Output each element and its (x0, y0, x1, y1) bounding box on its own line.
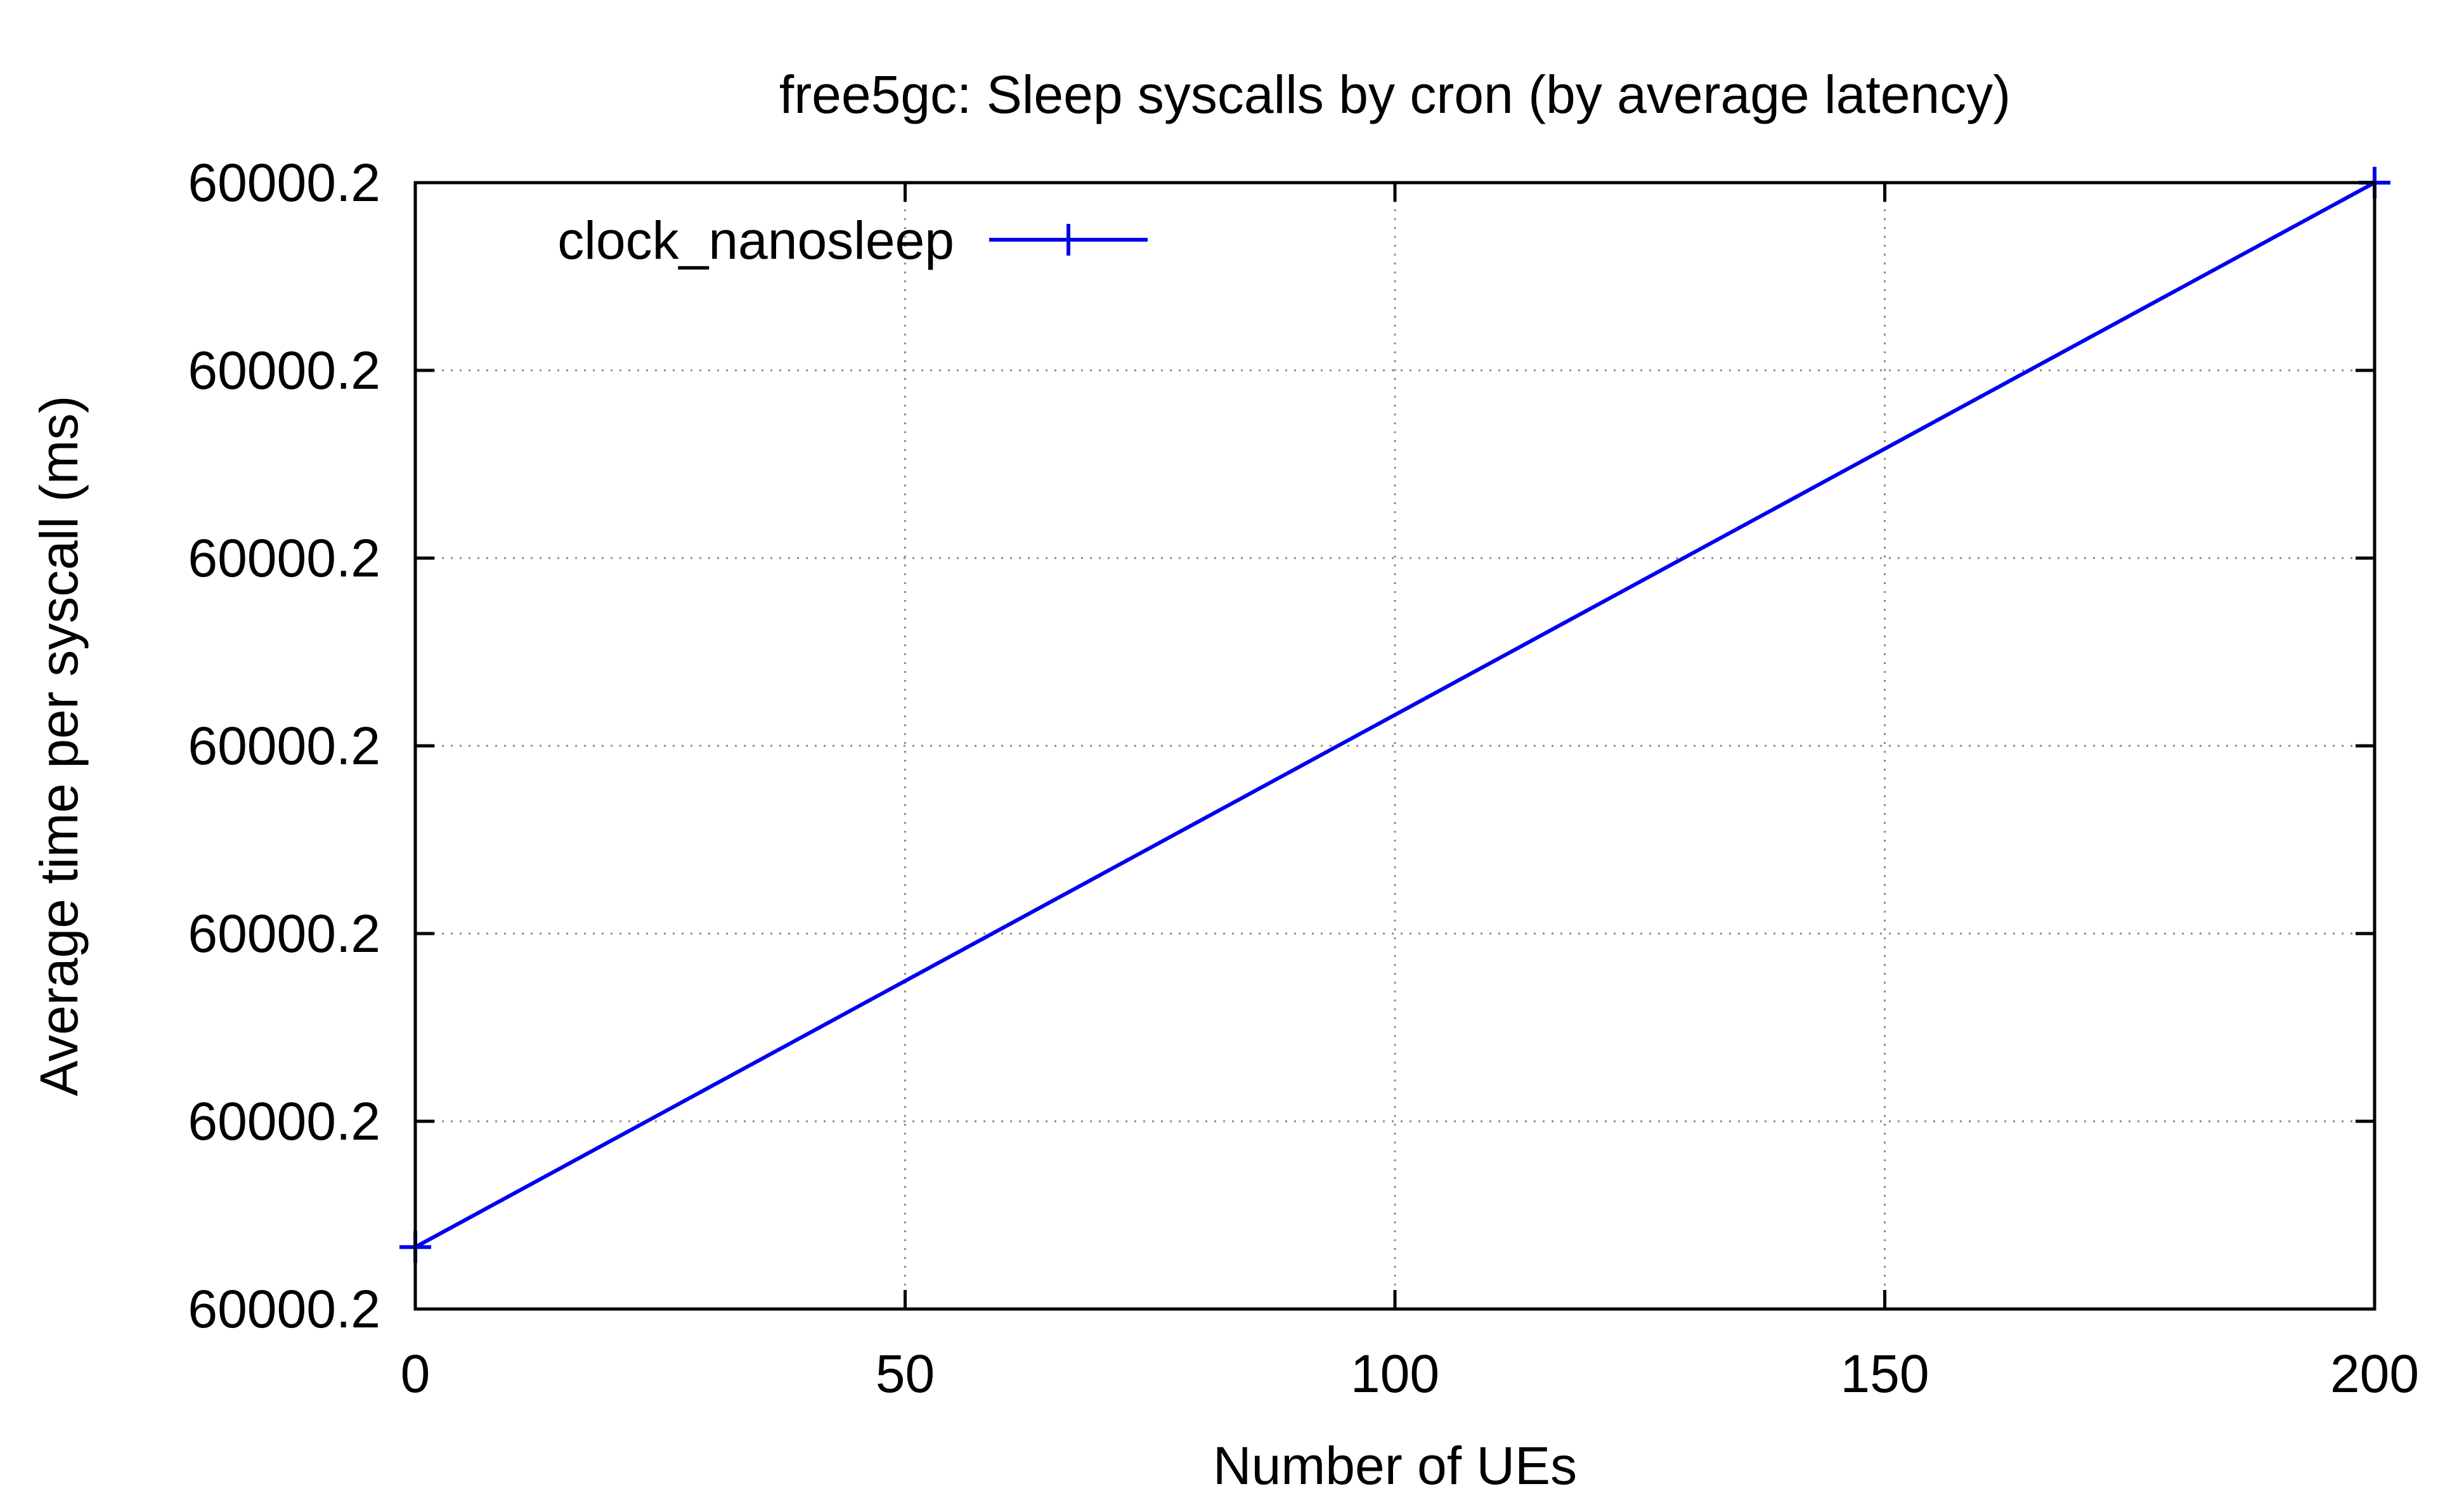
y-tick-label: 60000.2 (188, 1091, 380, 1151)
y-tick-label: 60000.2 (188, 1279, 380, 1339)
axis-tick-labels: 0 50 100 150 200 60000.2 60000.2 60000.2 60000.2… (188, 153, 2419, 1404)
y-tick-label: 60000.2 (188, 904, 380, 963)
y-tick-label: 60000.2 (188, 153, 380, 212)
y-tick-label: 60000.2 (188, 528, 380, 588)
x-tick-label: 150 (1840, 1344, 1929, 1404)
x-axis-label: Number of UEs (1213, 1436, 1577, 1495)
x-tick-label: 200 (2330, 1344, 2419, 1404)
legend-label-clock-nanosleep: clock_nanosleep (557, 211, 954, 270)
plot-frame (413, 181, 2376, 1311)
x-tick-label: 50 (876, 1344, 935, 1404)
y-axis-label: Average time per syscall (ms) (29, 396, 89, 1097)
series-line-clock-nanosleep (414, 181, 2376, 1249)
x-tick-label: 100 (1351, 1344, 1439, 1404)
y-tick-label: 60000.2 (188, 716, 380, 776)
grid (415, 183, 2375, 1309)
legend: clock_nanosleep (557, 211, 1148, 270)
chart-title: free5gc: Sleep syscalls by cron (by aver… (779, 65, 2011, 124)
x-tick-label: 0 (401, 1344, 431, 1404)
y-tick-label: 60000.2 (188, 341, 380, 400)
